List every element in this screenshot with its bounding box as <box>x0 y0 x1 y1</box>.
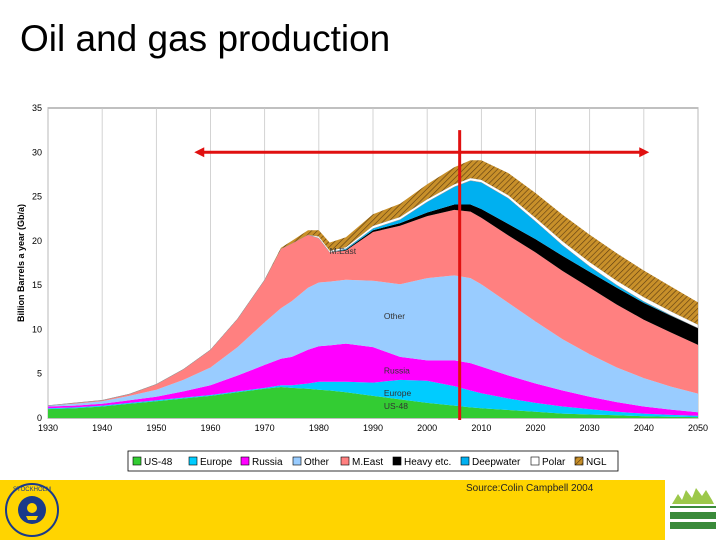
y-tick-label-5: 5 <box>37 369 42 379</box>
y-axis-title: Billion Barrels a year (Gb/a) <box>16 204 26 322</box>
legend-swatch-m-east <box>340 456 350 466</box>
series-area-russia <box>48 343 698 416</box>
european-green-capital-logo <box>666 476 720 540</box>
area-label-m-east: M.East <box>330 246 357 256</box>
x-tick-label-1940: 1940 <box>92 423 112 433</box>
legend-label-polar: Polar <box>542 457 566 468</box>
area-label-us-48: US-48 <box>384 401 408 411</box>
x-tick-label-2050: 2050 <box>688 423 708 433</box>
x-tick-label-2010: 2010 <box>471 423 491 433</box>
legend-label-us-48: US-48 <box>144 457 173 468</box>
x-tick-label-2000: 2000 <box>417 423 437 433</box>
legend-swatch-deepwater <box>460 456 470 466</box>
legend-label-other: Other <box>304 457 330 468</box>
y-tick-label-20: 20 <box>32 236 42 246</box>
chart-svg: M.East Other Russia Europe US-48 0 5 10 15 20 25 30… <box>16 103 708 472</box>
legend-box <box>127 450 619 472</box>
legend-label-ngl: NGL <box>586 457 607 468</box>
y-tick-label-0: 0 <box>37 413 42 423</box>
x-tick-label-1930: 1930 <box>38 423 58 433</box>
legend-swatch-russia <box>240 456 250 466</box>
production-chart: M.East Other Russia Europe US-48 0 5 10 15 20 25 30… <box>0 95 720 480</box>
legend-label-heavy-etc: Heavy etc. <box>404 457 451 468</box>
y-tick-label-10: 10 <box>32 324 42 334</box>
legend-swatch-europe <box>188 456 198 466</box>
slide-title: Oil and gas production <box>20 18 391 59</box>
footer-bar <box>0 480 665 540</box>
y-tick-label-30: 30 <box>32 147 42 157</box>
x-tick-label-2020: 2020 <box>525 423 545 433</box>
x-tick-label-1990: 1990 <box>363 423 383 433</box>
span-arrow-left-head <box>194 147 205 158</box>
x-tick-label-1970: 1970 <box>255 423 275 433</box>
x-tick-label-2040: 2040 <box>634 423 654 433</box>
legend-label-deepwater: Deepwater <box>472 457 521 468</box>
legend-swatch-ngl <box>574 456 584 466</box>
series-area-us-48 <box>48 387 698 418</box>
y-tick-label-15: 15 <box>32 280 42 290</box>
legend-swatch-us-48 <box>132 456 142 466</box>
series-area-europe <box>48 379 698 418</box>
legend-swatch-other <box>292 456 302 466</box>
area-label-other: Other <box>384 311 405 321</box>
y-tick-label-25: 25 <box>32 192 42 202</box>
legend-swatch-heavy-etc <box>392 456 402 466</box>
series-area-m-east <box>48 209 698 406</box>
source-caption: Source:Colin Campbell 2004 <box>466 483 594 494</box>
x-tick-label-1950: 1950 <box>146 423 166 433</box>
legend-label-europe: Europe <box>200 457 233 468</box>
stockholm-seal-logo: STOCKHOLM <box>5 483 59 537</box>
svg-text:STOCKHOLM: STOCKHOLM <box>13 487 51 493</box>
y-tick-label-35: 35 <box>32 103 42 113</box>
series-area-deepwater <box>48 180 698 406</box>
legend-swatch-polar <box>530 456 540 466</box>
series-area-other <box>48 275 698 413</box>
x-tick-label-2030: 2030 <box>580 423 600 433</box>
area-label-europe: Europe <box>384 388 412 398</box>
x-tick-label-1980: 1980 <box>309 423 329 433</box>
legend-label-russia: Russia <box>252 457 283 468</box>
x-tick-label-1960: 1960 <box>200 423 220 433</box>
area-label-russia: Russia <box>384 366 410 376</box>
span-arrow-right-head <box>639 147 650 158</box>
legend-label-m-east: M.East <box>352 457 383 468</box>
